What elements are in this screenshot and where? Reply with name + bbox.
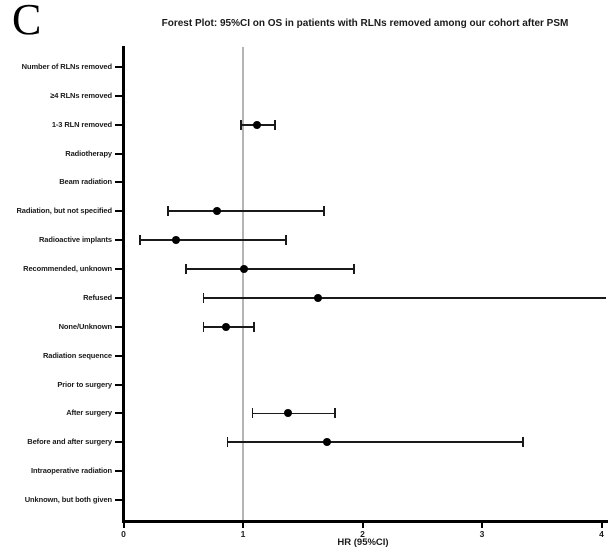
x-tick-mark [600,523,603,528]
row-label: Prior to surgery [57,379,112,389]
point-estimate-marker [284,409,293,418]
row-label: Before and after surgery [27,437,112,447]
row-label: Refused [83,292,112,302]
y-tick-mark [115,239,122,242]
x-tick-mark [361,523,364,528]
row-label: Radioactive implants [38,235,112,245]
row-label: Recommended, unknown [23,264,112,274]
x-tick-label: 0 [121,528,126,539]
ci-cap-upper [521,437,524,448]
x-tick-mark [122,523,125,528]
ci-cap-lower [202,321,205,332]
x-tick-mark [242,523,244,528]
point-estimate-marker [222,322,231,331]
ci-cap-upper [353,264,356,275]
ci-cap-lower [251,408,254,419]
x-tick-label: 4 [599,528,604,539]
panel-label: C [12,0,42,44]
ci-cap-lower [226,437,229,448]
ci-cap-upper [252,321,255,332]
ci-cap-upper [285,235,287,246]
ci-line [203,297,606,299]
ci-line [227,441,523,444]
y-tick-mark [115,325,122,328]
y-tick-mark [115,210,122,213]
ci-cap-lower [166,206,169,217]
y-tick-mark [115,268,122,271]
y-tick-mark [115,152,122,155]
point-estimate-marker [172,236,181,245]
row-label: Number of RLNs removed [21,62,112,71]
y-tick-mark [115,354,122,357]
x-tick-mark [481,523,483,528]
ci-line [185,268,355,270]
ci-cap-upper [274,119,277,130]
y-tick-mark [115,181,122,184]
y-tick-mark [115,441,122,444]
y-tick-mark [115,94,122,97]
row-label: Unknown, but both given [24,495,112,505]
point-estimate-marker [322,438,331,447]
ci-cap-lower [184,264,187,275]
y-tick-mark [115,412,122,415]
y-tick-mark [115,66,122,68]
ci-line [167,210,325,213]
point-estimate-marker [212,207,221,216]
x-axis-line [121,520,608,523]
row-label: ≥4 RLNs removed [50,90,112,100]
y-tick-mark [115,470,122,473]
x-tick-label: 1 [240,528,246,539]
ci-line [252,412,335,415]
y-axis-line [121,46,125,523]
ci-cap-lower [202,292,205,303]
row-label: None/Unknown [58,321,112,331]
point-estimate-marker [314,293,323,302]
point-estimate-marker [253,120,262,129]
ci-line [140,239,286,242]
row-label: Intraoperative radiation [31,466,112,476]
ci-cap-upper [323,206,326,217]
y-tick-mark [115,123,122,126]
x-tick-label: 2 [360,528,365,539]
ci-cap-lower [139,235,142,246]
x-axis-label: HR (95%CI) [337,537,389,548]
y-tick-mark [115,383,122,386]
row-label: Radiation sequence [42,350,112,360]
row-label: 1-3 RLN removed [51,119,112,129]
chart-title: Forest Plot: 95%CI on OS in patients wit… [161,18,569,29]
row-label: Beam radiation [59,177,112,187]
row-label: Radiotherapy [65,148,112,158]
reference-line-icon [242,47,244,522]
row-label: After surgery [66,408,112,418]
x-tick-label: 3 [479,528,485,539]
point-estimate-marker [240,265,249,274]
y-tick-mark [115,296,122,299]
row-label: Radiation, but not specified [16,206,112,216]
ci-cap-lower [239,119,242,130]
ci-cap-upper [334,408,336,419]
y-tick-mark [115,499,122,502]
